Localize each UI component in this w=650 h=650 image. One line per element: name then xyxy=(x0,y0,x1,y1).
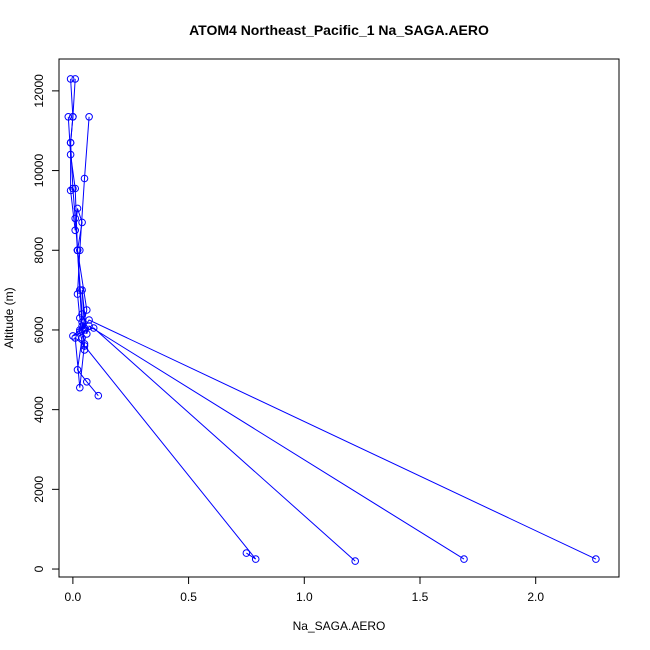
data-point xyxy=(71,214,79,223)
y-axis-label: Altitude (m) xyxy=(2,287,16,348)
x-axis-label: Na_SAGA.AERO xyxy=(293,619,386,633)
data-point xyxy=(76,314,84,322)
data-point xyxy=(242,549,251,557)
data-point xyxy=(85,322,93,330)
data-point xyxy=(73,366,82,374)
data-point xyxy=(71,184,79,193)
data-point xyxy=(64,113,73,121)
data-point xyxy=(66,186,75,195)
data-point xyxy=(89,324,98,332)
x-tick-label: 1.0 xyxy=(296,590,313,604)
y-tick-label: 6000 xyxy=(32,316,46,343)
data-point xyxy=(251,555,260,563)
data-point xyxy=(66,75,75,83)
data-point xyxy=(351,557,360,565)
data-point xyxy=(83,330,91,338)
data-point xyxy=(78,218,86,227)
data-point xyxy=(78,286,86,294)
y-tick-label: 8000 xyxy=(32,237,46,264)
data-point xyxy=(76,246,84,255)
x-axis: 0.0 0.5 1.0 1.5 2.0 xyxy=(65,576,544,604)
series-line xyxy=(67,116,597,560)
data-point xyxy=(76,286,84,294)
data-point xyxy=(69,113,77,121)
y-axis: 0 2000 4000 6000 8000 10000 12000 xyxy=(32,74,60,572)
x-tick-label: 0.0 xyxy=(65,590,82,604)
data-point xyxy=(73,246,82,255)
data-point xyxy=(73,204,82,213)
series-line xyxy=(76,329,99,397)
y-tick-label: 4000 xyxy=(32,396,46,423)
data-point xyxy=(78,326,86,334)
y-tick-label: 0 xyxy=(32,565,46,572)
data-point xyxy=(76,383,84,392)
x-tick-label: 1.5 xyxy=(412,590,429,604)
data-point xyxy=(83,378,91,386)
data-point xyxy=(80,342,89,350)
data-point xyxy=(80,174,89,183)
data-point xyxy=(71,226,79,235)
data-point xyxy=(69,184,77,193)
data-point xyxy=(69,332,77,340)
y-tick-label: 2000 xyxy=(32,476,46,503)
data-point xyxy=(83,306,91,314)
x-tick-label: 2.0 xyxy=(527,590,544,604)
data-point xyxy=(80,326,89,334)
data-point xyxy=(78,310,86,318)
data-point xyxy=(80,346,89,354)
y-tick-label: 12000 xyxy=(32,74,46,108)
x-tick-label: 0.5 xyxy=(180,590,197,604)
data-point xyxy=(94,391,103,400)
data-point xyxy=(85,113,93,121)
y-tick-label: 10000 xyxy=(32,154,46,188)
data-point xyxy=(85,316,93,324)
data-point xyxy=(73,290,82,298)
data-point xyxy=(78,334,86,342)
data-point xyxy=(460,555,468,563)
series-layer xyxy=(64,75,600,565)
data-point xyxy=(592,555,600,563)
chart-title: ATOM4 Northeast_Pacific_1 Na_SAGA.AERO xyxy=(189,22,489,38)
data-point xyxy=(66,150,75,159)
data-point xyxy=(71,75,79,83)
data-point xyxy=(76,326,84,334)
data-point xyxy=(66,138,75,147)
